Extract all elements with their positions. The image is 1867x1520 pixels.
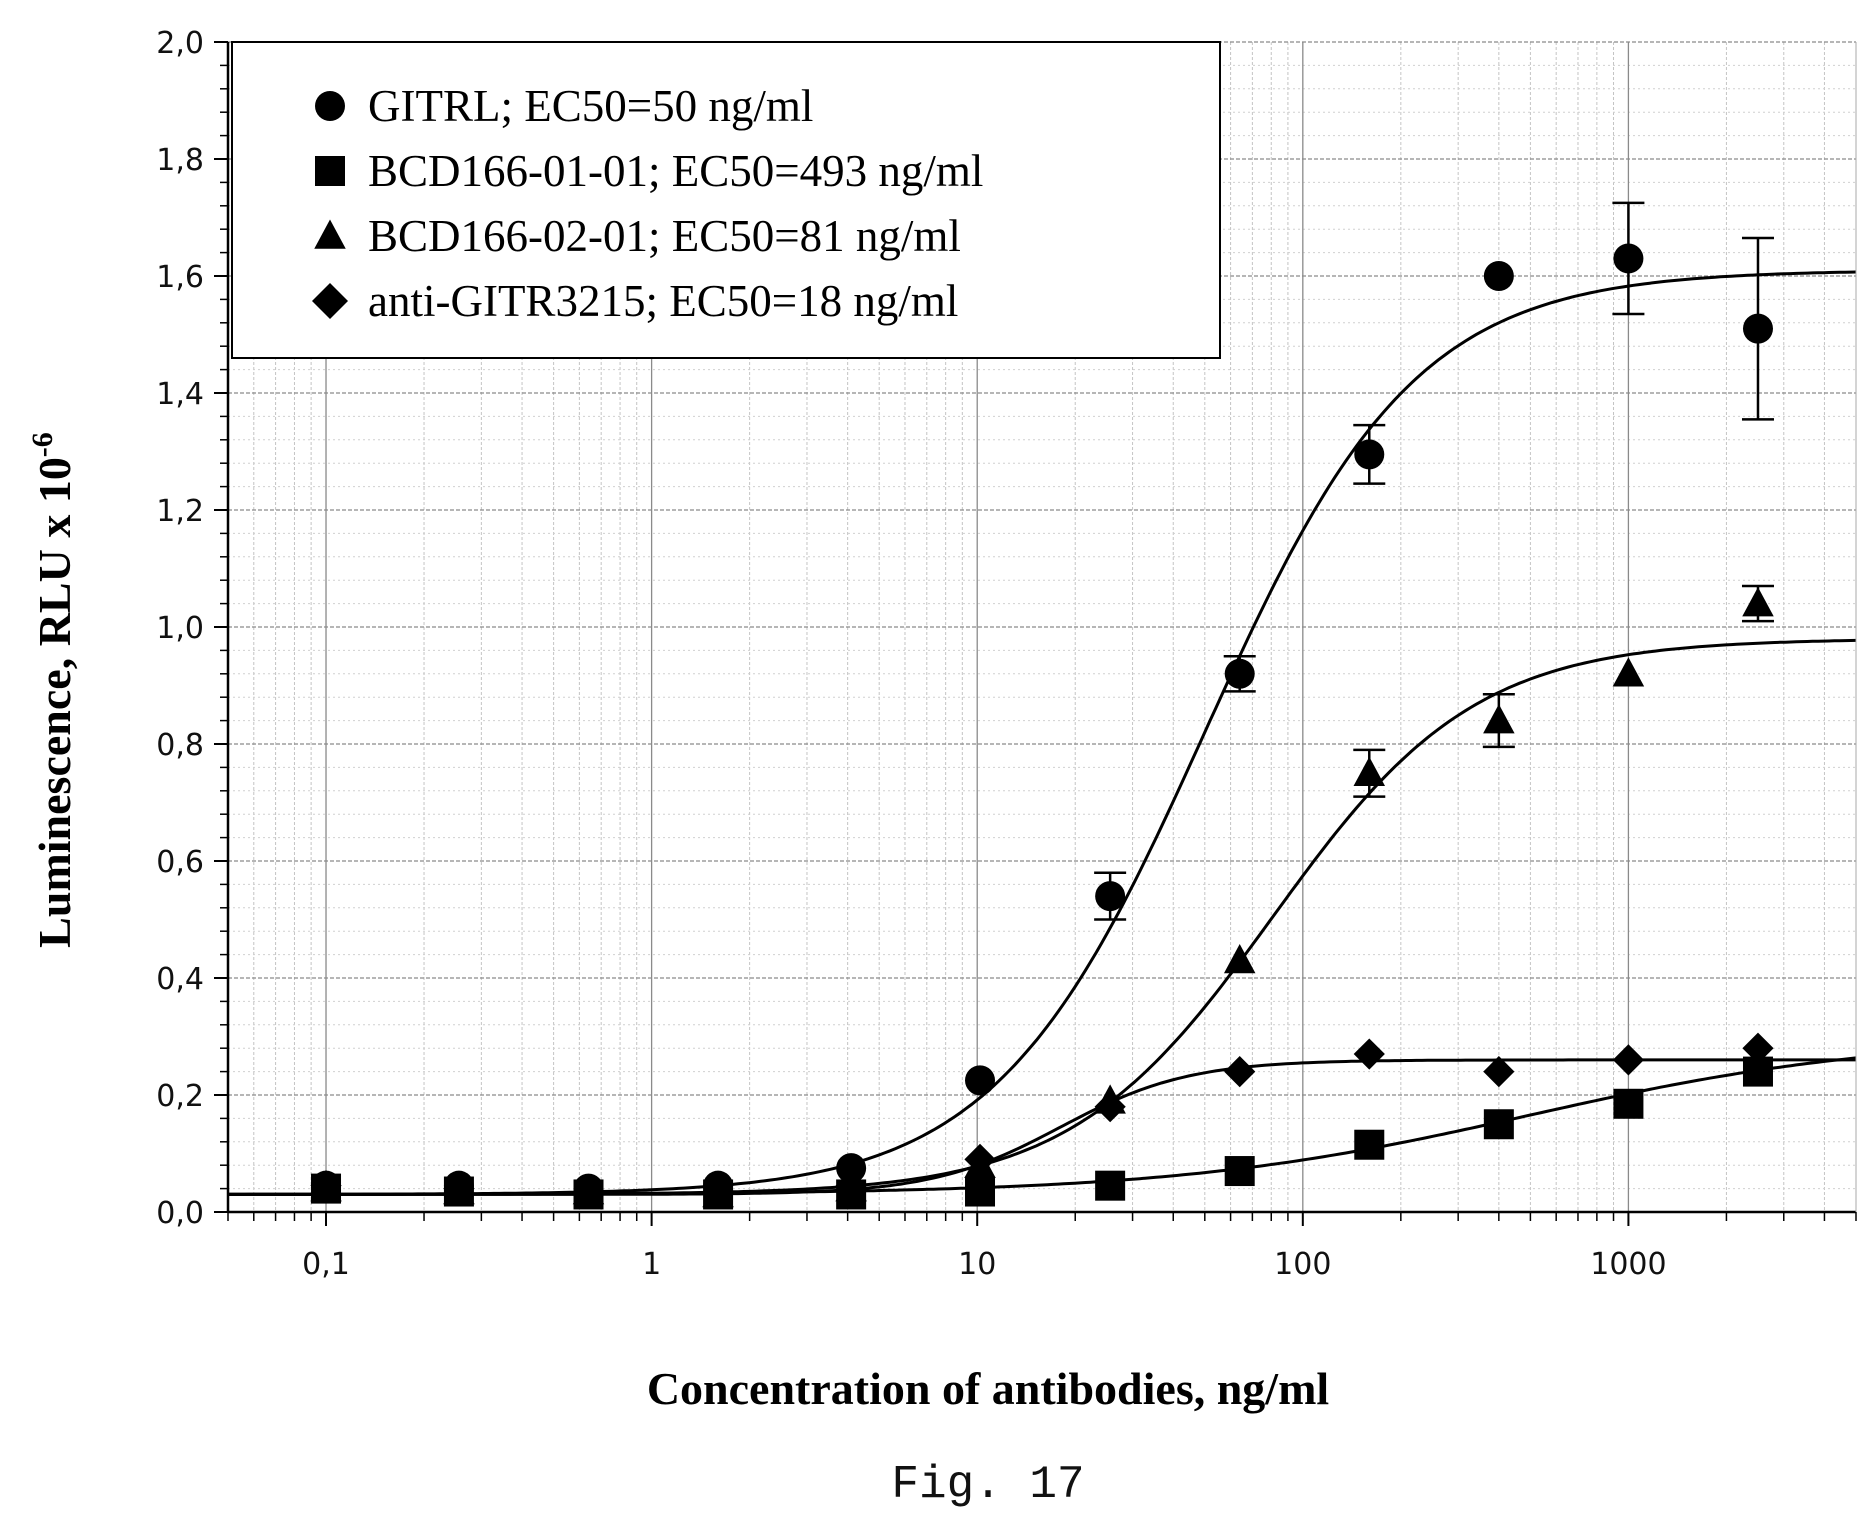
legend-marker-square	[315, 156, 345, 186]
data-point-triangle	[1742, 587, 1774, 617]
fit-curve-circle	[228, 270, 1857, 1196]
data-point-circle	[1483, 261, 1514, 291]
data-point-square	[1354, 1129, 1385, 1160]
data-point-square	[1224, 1156, 1255, 1187]
data-point-circle	[965, 1065, 996, 1096]
y-tick-label: 1,6	[156, 260, 204, 295]
legend-marker-diamond	[312, 283, 348, 319]
axes	[214, 41, 1857, 1226]
data-point-diamond	[1094, 1091, 1126, 1123]
y-tick-label: 1,4	[156, 377, 204, 412]
data-point-triangle	[1223, 943, 1256, 974]
fit-curve-diamond	[228, 1058, 1856, 1196]
fit-curves	[228, 270, 1857, 1196]
legend-label: BCD166-01-01; EC50=493 ng/ml	[368, 146, 983, 196]
x-tick-label: 1000	[1590, 1247, 1666, 1282]
data-point-circle	[1613, 243, 1644, 274]
data-point-diamond	[702, 1175, 734, 1208]
data-point-diamond	[1612, 1044, 1645, 1076]
y-tick-label: 1,8	[156, 143, 204, 178]
legend-marker-circle	[315, 91, 345, 121]
fit-curve-triangle	[228, 638, 1857, 1196]
legend-box	[231, 41, 1221, 359]
y-tick-label: 0,0	[156, 1196, 204, 1231]
legend-label: GITRL; EC50=50 ng/ml	[368, 81, 813, 131]
y-tick-label: 0,8	[156, 728, 204, 763]
data-point-circle	[1224, 658, 1255, 689]
y-tick-label: 0,4	[156, 962, 204, 997]
data-point-circle	[1354, 439, 1385, 470]
data-point-square	[1613, 1088, 1644, 1119]
y-tick-label: 1,0	[156, 611, 204, 646]
data-point-diamond	[443, 1173, 475, 1205]
data-point-triangle	[1612, 657, 1645, 687]
data-points	[310, 243, 1774, 1210]
data-point-square	[965, 1176, 996, 1207]
legend-label: anti-GITR3215; EC50=18 ng/ml	[368, 276, 958, 326]
y-axis-title-main: Luminescence, RLU x 10	[29, 457, 80, 948]
data-point-diamond	[835, 1170, 867, 1202]
data-point-circle	[1742, 313, 1773, 344]
data-point-diamond	[1742, 1032, 1774, 1064]
y-tick-label: 0,6	[156, 845, 204, 880]
data-point-diamond	[964, 1143, 996, 1175]
x-tick-label: 0,1	[302, 1247, 350, 1282]
legend-marker-triangle	[314, 219, 346, 249]
y-tick-label: 1,2	[156, 494, 204, 529]
fit-curve-square	[228, 1056, 1857, 1196]
y-tick-label: 2,0	[156, 26, 204, 61]
figure-caption: Fig. 17	[891, 1459, 1084, 1511]
data-point-triangle	[1483, 704, 1515, 734]
y-axis-title-exponent: -6	[26, 432, 59, 457]
x-tick-label: 10	[958, 1247, 996, 1282]
legend: GITRL; EC50=50 ng/ml BCD166-01-01; EC50=4…	[231, 41, 1221, 359]
data-point-square	[1095, 1170, 1126, 1201]
data-point-circle	[1095, 881, 1126, 912]
x-tick-label: 1	[642, 1247, 661, 1282]
data-point-diamond	[1224, 1056, 1256, 1088]
x-tick-label: 100	[1274, 1247, 1331, 1282]
data-point-circle	[836, 1153, 867, 1184]
x-tick-labels: 0,1 1 10 100 1000	[302, 1247, 1666, 1282]
data-point-diamond	[1483, 1056, 1515, 1088]
data-point-diamond	[572, 1175, 605, 1208]
x-axis-title: Concentration of antibodies, ng/ml	[647, 1363, 1329, 1414]
data-point-diamond	[1353, 1038, 1385, 1070]
legend-label: BCD166-02-01; EC50=81 ng/ml	[368, 211, 961, 261]
data-point-triangle	[1353, 756, 1386, 786]
data-point-square	[1483, 1109, 1514, 1140]
y-tick-label: 0,2	[156, 1079, 204, 1114]
data-point-diamond	[310, 1170, 342, 1202]
y-axis-title: Luminescence, RLU x 10-6	[26, 432, 80, 948]
y-tick-labels: 0,0 0,2 0,4 0,6 0,8 1,0 1,2 1,4 1,6 1,8 2,0	[156, 26, 204, 1231]
